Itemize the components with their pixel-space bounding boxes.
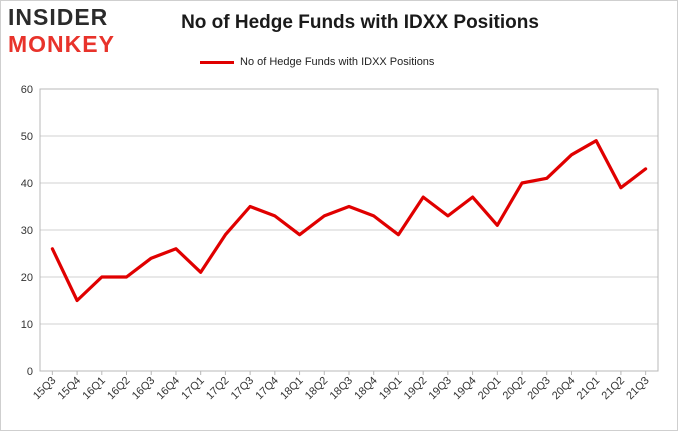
logo-line-2: MONKEY <box>8 31 115 55</box>
x-tick-label: 18Q1 <box>278 375 306 403</box>
y-tick-label: 30 <box>21 225 33 237</box>
x-tick-label: 15Q3 <box>31 375 59 403</box>
x-tick-label: 19Q4 <box>451 375 479 403</box>
x-tick-label: 17Q4 <box>253 375 281 403</box>
legend-label: No of Hedge Funds with IDXX Positions <box>240 56 435 68</box>
x-tick-label: 16Q4 <box>155 375 183 403</box>
x-tick-label: 19Q3 <box>426 375 454 403</box>
x-tick-label: 17Q3 <box>229 375 257 403</box>
logo-line-1: INSIDER <box>8 4 109 28</box>
x-tick-label: 17Q2 <box>204 375 232 403</box>
x-tick-label: 15Q4 <box>56 375 84 403</box>
y-tick-label: 20 <box>21 272 33 284</box>
legend: No of Hedge Funds with IDXX Positions <box>200 54 434 70</box>
x-tick-label: 21Q2 <box>600 375 628 403</box>
x-tick-label: 20Q1 <box>476 375 504 403</box>
x-tick-label: 21Q3 <box>624 375 652 403</box>
y-tick-label: 10 <box>21 319 33 331</box>
series-line <box>50 139 648 303</box>
x-tick-label: 20Q3 <box>525 375 553 403</box>
y-tick-label: 60 <box>21 84 33 96</box>
y-tick-label: 0 <box>27 366 33 378</box>
y-tick-label: 50 <box>21 131 33 143</box>
x-tick-label: 21Q1 <box>575 375 603 403</box>
x-tick-label: 18Q2 <box>303 375 331 403</box>
x-tick-label: 19Q2 <box>402 375 430 403</box>
chart-title: No of Hedge Funds with IDXX Positions <box>181 12 539 33</box>
x-tick-label: 18Q4 <box>352 375 380 403</box>
legend-swatch <box>200 60 234 64</box>
x-tick-label: 16Q3 <box>130 375 158 403</box>
x-tick-label: 16Q1 <box>80 375 108 403</box>
x-tick-label: 19Q1 <box>377 375 405 403</box>
y-tick-label: 40 <box>21 178 33 190</box>
x-tick-label: 18Q3 <box>328 375 356 403</box>
x-tick-label: 16Q2 <box>105 375 133 403</box>
x-tick-label: 20Q4 <box>550 375 578 403</box>
x-tick-label: 17Q1 <box>179 375 207 403</box>
x-tick-label: 20Q2 <box>501 375 529 403</box>
insider-monkey-logo: INSIDER MONKEY <box>8 4 128 55</box>
